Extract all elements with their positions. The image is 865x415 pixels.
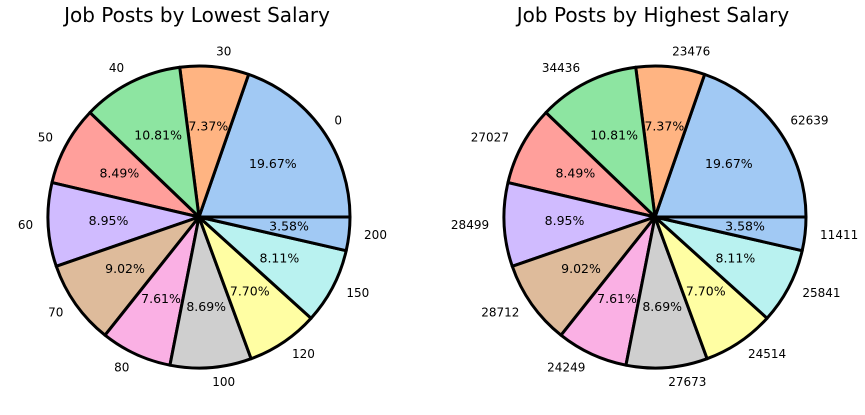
slice-category-label: 62639 (790, 113, 828, 127)
slice-percent-label: 19.67% (705, 156, 753, 171)
pie-chart-lowest-salary: 0 19.67% 30 7.37% 40 10.81% 50 8.49% 60 8.95% 70 9.… (18, 44, 387, 389)
slice-category-label: 11411 (820, 228, 858, 242)
slice-category-label: 24514 (748, 347, 786, 361)
slice-percent-label: 7.61% (141, 291, 181, 306)
slice-category-label: 30 (216, 44, 231, 58)
slice-percent-label: 19.67% (249, 156, 297, 171)
slice-percent-label: 10.81% (590, 128, 638, 143)
pie-slice-100 (168, 215, 253, 370)
slice-category-label: 0 (334, 113, 342, 127)
slice-percent-label: 8.95% (89, 213, 129, 228)
pie-slice-200 (197, 215, 352, 253)
slice-category-label: 120 (292, 347, 315, 361)
slice-category-label: 25841 (802, 286, 840, 300)
slice-category-label: 24249 (547, 360, 585, 374)
pie-chart-highest-salary: 62639 19.67% 23476 7.37% 34436 10.81% 27027 8.4… (451, 44, 858, 389)
pie-slice-27673 (624, 215, 709, 370)
pie-slice-34436 (544, 65, 657, 219)
slice-category-label: 40 (109, 61, 124, 75)
slice-percent-label: 9.02% (561, 261, 601, 276)
slice-percent-label: 8.49% (99, 165, 139, 180)
slice-percent-label: 7.61% (597, 291, 637, 306)
slice-category-label: 27673 (668, 375, 706, 389)
slice-percent-label: 8.69% (642, 299, 682, 314)
slice-category-label: 28712 (481, 305, 519, 319)
chart-title-lowest-salary: Job Posts by Lowest Salary (62, 3, 330, 27)
slice-category-label: 28499 (451, 218, 489, 232)
slice-percent-label: 9.02% (105, 261, 145, 276)
slice-category-label: 200 (364, 228, 387, 242)
pie-slice-11411 (653, 215, 808, 253)
slice-percent-label: 8.11% (716, 250, 756, 265)
slice-category-label: 80 (114, 360, 129, 374)
slice-category-label: 27027 (471, 130, 509, 144)
slice-percent-label: 10.81% (134, 128, 182, 143)
pie-slice-28712 (510, 215, 657, 337)
slice-percent-label: 7.70% (230, 284, 270, 299)
pie-slice-40 (88, 65, 201, 219)
pie-slice-60 (46, 181, 201, 268)
slice-percent-label: 8.49% (555, 165, 595, 180)
slice-percent-label: 8.11% (260, 250, 300, 265)
slice-percent-label: 3.58% (269, 219, 309, 234)
slice-percent-label: 8.95% (545, 213, 585, 228)
chart-title-highest-salary: Job Posts by Highest Salary (515, 3, 790, 27)
slice-percent-label: 3.58% (725, 219, 765, 234)
pie-slice-28499 (502, 181, 657, 268)
slice-category-label: 100 (212, 375, 235, 389)
slice-category-label: 50 (38, 130, 53, 144)
slice-category-label: 23476 (672, 44, 710, 58)
slice-category-label: 70 (48, 305, 63, 319)
slice-percent-label: 7.70% (686, 284, 726, 299)
pie-slice-70 (54, 215, 201, 337)
slice-category-label: 150 (346, 286, 369, 300)
slice-percent-label: 8.69% (186, 299, 226, 314)
slice-category-label: 60 (18, 218, 33, 232)
slice-category-label: 34436 (542, 61, 580, 75)
slice-percent-label: 7.37% (644, 118, 684, 133)
slice-percent-label: 7.37% (188, 118, 228, 133)
